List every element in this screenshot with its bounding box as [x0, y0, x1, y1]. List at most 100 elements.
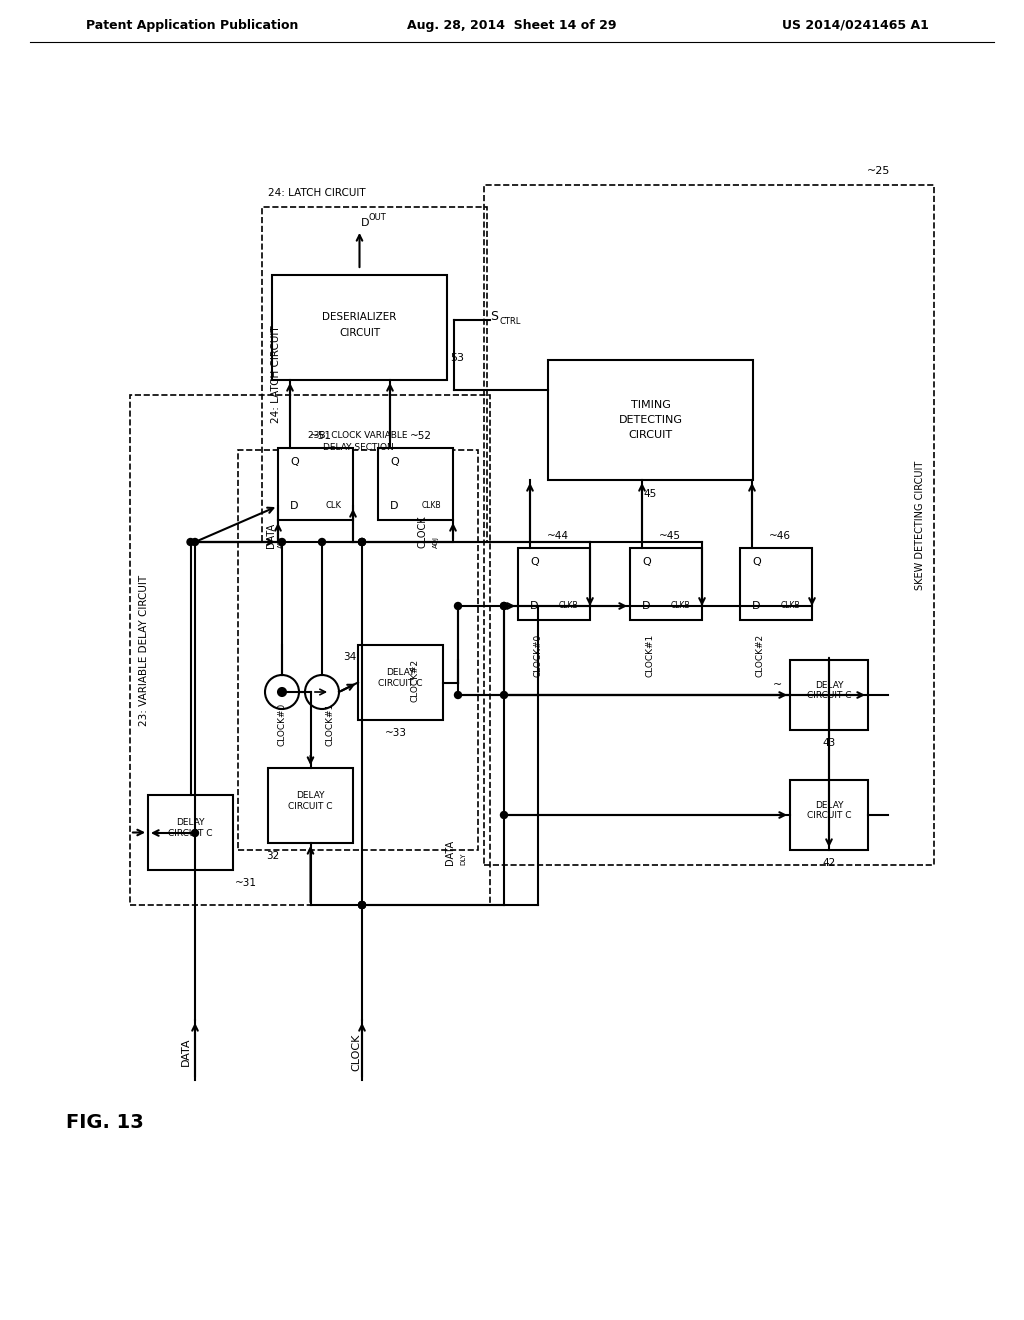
Bar — [790, 780, 868, 850]
Text: DATA: DATA — [445, 840, 455, 865]
Bar — [740, 548, 812, 620]
Text: ~33: ~33 — [384, 729, 407, 738]
Text: DELAY: DELAY — [296, 791, 325, 800]
Circle shape — [318, 539, 326, 545]
Circle shape — [358, 539, 366, 545]
Circle shape — [455, 602, 462, 610]
Text: 53: 53 — [450, 352, 464, 363]
Text: CLOCK#1: CLOCK#1 — [645, 634, 654, 677]
Text: S: S — [490, 310, 498, 323]
Text: Q: Q — [752, 557, 761, 568]
Text: CTRL: CTRL — [500, 318, 521, 326]
Text: FIG. 13: FIG. 13 — [67, 1113, 144, 1131]
Text: 24: LATCH CIRCUIT: 24: LATCH CIRCUIT — [268, 187, 366, 198]
Circle shape — [358, 539, 366, 545]
Text: CLKB: CLKB — [558, 602, 578, 610]
Text: DELAY: DELAY — [815, 800, 843, 809]
Text: 32: 32 — [266, 851, 280, 861]
Text: 23: VARIABLE DELAY CIRCUIT: 23: VARIABLE DELAY CIRCUIT — [139, 574, 150, 726]
Text: ADJ: ADJ — [433, 536, 439, 548]
Text: 42: 42 — [822, 858, 836, 869]
Text: DESERIALIZER: DESERIALIZER — [323, 313, 396, 322]
Circle shape — [501, 602, 508, 610]
Text: D: D — [642, 601, 650, 611]
Text: TIMING: TIMING — [631, 400, 671, 411]
Circle shape — [279, 539, 286, 545]
Text: OUT: OUT — [369, 213, 386, 222]
Text: 24: LATCH CIRCUIT: 24: LATCH CIRCUIT — [271, 326, 281, 424]
Text: Q: Q — [530, 557, 539, 568]
Text: DLY: DLY — [460, 853, 466, 865]
Bar — [238, 450, 478, 850]
Text: US 2014/0241465 A1: US 2014/0241465 A1 — [781, 18, 929, 32]
Circle shape — [191, 829, 199, 837]
Text: CLOCK: CLOCK — [351, 1034, 361, 1071]
Text: CIRCUIT: CIRCUIT — [629, 430, 673, 440]
Text: ADJ: ADJ — [278, 536, 284, 548]
Text: SKEW DETECTING CIRCUIT: SKEW DETECTING CIRCUIT — [915, 461, 925, 590]
Text: D: D — [390, 502, 398, 511]
Text: 34: 34 — [343, 652, 356, 663]
Bar — [790, 660, 868, 730]
Bar — [262, 207, 487, 543]
Text: Q: Q — [290, 457, 299, 467]
Bar — [358, 645, 443, 719]
Text: CLOCK#1: CLOCK#1 — [326, 702, 335, 746]
Text: DELAY: DELAY — [815, 681, 843, 689]
Text: DETECTING: DETECTING — [618, 414, 683, 425]
Circle shape — [501, 602, 508, 610]
Circle shape — [358, 902, 366, 908]
Text: 43: 43 — [822, 738, 836, 748]
Text: Q: Q — [642, 557, 650, 568]
Bar — [268, 768, 353, 843]
Circle shape — [191, 539, 199, 545]
Text: 45: 45 — [644, 488, 657, 499]
Text: ~31: ~31 — [234, 878, 257, 888]
Text: CIRCUIT C: CIRCUIT C — [288, 803, 333, 810]
Text: Patent Application Publication: Patent Application Publication — [86, 18, 298, 32]
Text: CIRCUIT C: CIRCUIT C — [807, 692, 851, 701]
Circle shape — [501, 692, 508, 698]
Circle shape — [501, 812, 508, 818]
Text: ~25: ~25 — [867, 166, 891, 176]
Bar — [484, 185, 934, 865]
Text: CLOCK: CLOCK — [418, 515, 428, 548]
Circle shape — [278, 688, 286, 696]
Bar — [630, 548, 702, 620]
Bar — [518, 548, 590, 620]
Text: CLKB: CLKB — [671, 602, 690, 610]
Text: Q: Q — [390, 457, 398, 467]
Text: ~51: ~51 — [309, 432, 332, 441]
Text: CLKB: CLKB — [421, 502, 441, 511]
Text: DELAY SECTION: DELAY SECTION — [323, 444, 393, 453]
Bar — [548, 360, 753, 480]
Text: CIRCUIT C: CIRCUIT C — [378, 678, 423, 688]
Text: D: D — [361, 218, 370, 228]
Text: CIRCUIT C: CIRCUIT C — [807, 812, 851, 821]
Text: ~44: ~44 — [547, 531, 569, 541]
Bar — [130, 395, 490, 906]
Text: CLOCK#0: CLOCK#0 — [534, 634, 543, 677]
Text: DATA: DATA — [266, 523, 276, 548]
Text: ~46: ~46 — [769, 531, 791, 541]
Text: CLKB: CLKB — [780, 602, 800, 610]
Text: CLOCK#2: CLOCK#2 — [411, 659, 420, 701]
Circle shape — [187, 539, 194, 545]
Text: ~45: ~45 — [659, 531, 681, 541]
Text: D: D — [752, 601, 761, 611]
Circle shape — [455, 692, 462, 698]
Text: CLOCK#2: CLOCK#2 — [756, 634, 765, 677]
Text: Aug. 28, 2014  Sheet 14 of 29: Aug. 28, 2014 Sheet 14 of 29 — [408, 18, 616, 32]
Text: ~52: ~52 — [410, 432, 431, 441]
Text: CLOCK#0: CLOCK#0 — [278, 702, 287, 746]
Text: CIRCUIT: CIRCUIT — [339, 327, 380, 338]
Bar — [378, 447, 453, 520]
Text: ~: ~ — [773, 680, 782, 690]
Text: D: D — [530, 601, 539, 611]
Bar — [278, 447, 353, 520]
Text: CIRCUIT C: CIRCUIT C — [168, 829, 213, 838]
Text: DELAY: DELAY — [176, 818, 205, 828]
Text: CLK: CLK — [325, 502, 341, 511]
Bar — [148, 795, 233, 870]
Circle shape — [358, 902, 366, 908]
